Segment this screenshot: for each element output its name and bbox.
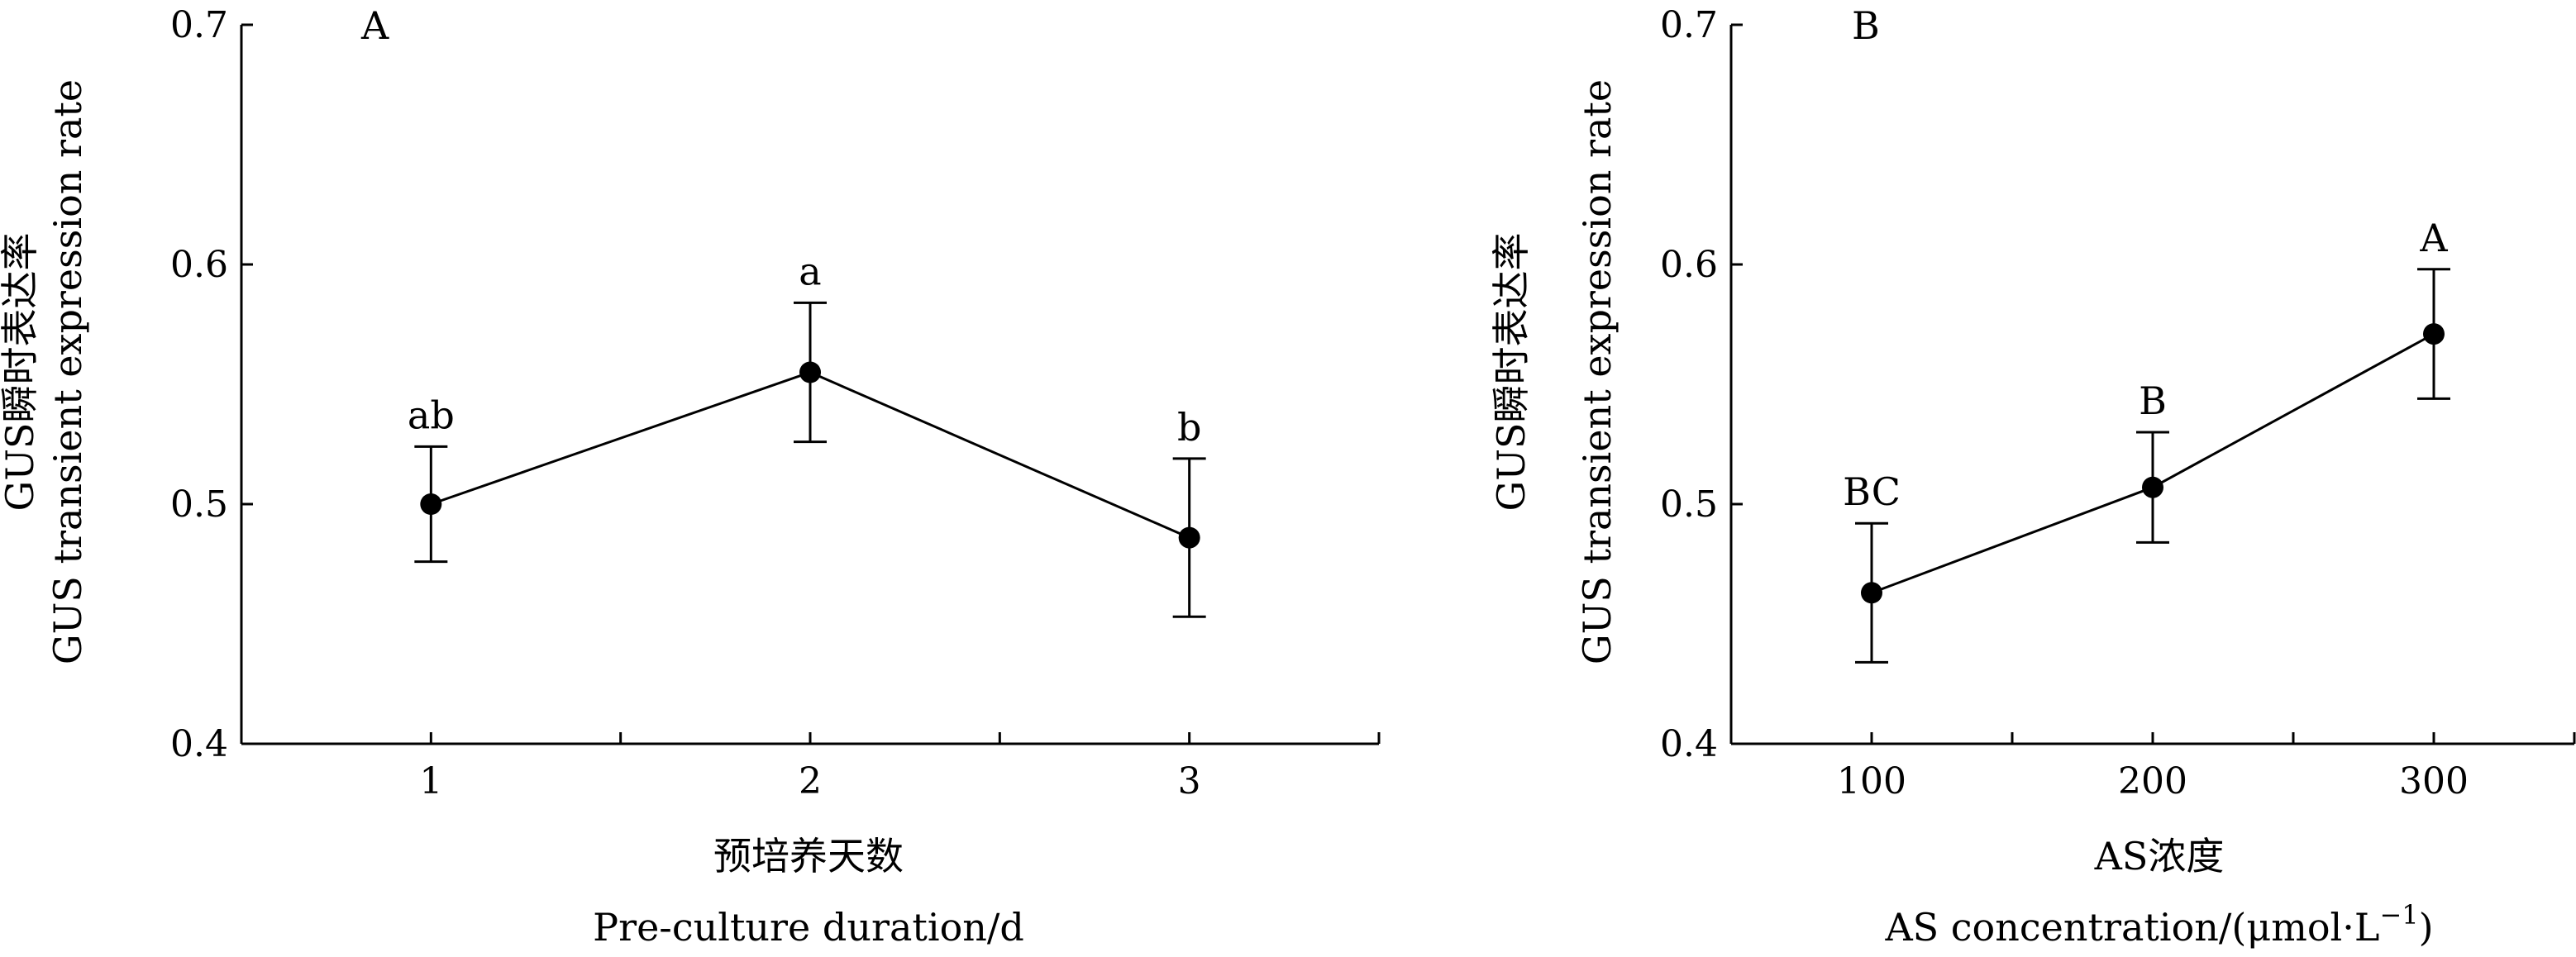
panel-b-xtick-label: 200 bbox=[2118, 760, 2187, 802]
panel-b-ytick-label: 0.6 bbox=[1660, 244, 1718, 286]
panel-a-xlabel-cn: 预培养天数 bbox=[713, 834, 904, 878]
panel-b: B GUS瞬时表达率 GUS transient expression rate… bbox=[1489, 3, 2576, 950]
panel-a-tag: A bbox=[360, 3, 389, 48]
panel-a-xtick-label: 1 bbox=[419, 760, 442, 802]
panel-a-data-point bbox=[799, 361, 821, 383]
panel-a-significance-label: b bbox=[1177, 405, 1201, 450]
panel-b-ytick-label: 0.7 bbox=[1660, 4, 1718, 46]
panel-b-xtick-label: 100 bbox=[1837, 760, 1906, 802]
panel-b-data-point bbox=[2142, 476, 2163, 498]
panel-b-xlabel-en-main: AS concentration/(μmol·L bbox=[1884, 905, 2379, 950]
panel-a-significance-label: a bbox=[799, 249, 821, 293]
panel-b-xlabel-en-sup: −1 bbox=[2379, 899, 2418, 931]
panel-b-ytick-label: 0.4 bbox=[1660, 723, 1718, 765]
panel-a-ylabel-en: GUS transient expression rate bbox=[45, 79, 90, 664]
panel-a-ylabel-cn: GUS瞬时表达率 bbox=[0, 232, 42, 511]
panel-a-ytick-label: 0.6 bbox=[170, 244, 228, 286]
panel-b-tag: B bbox=[1852, 3, 1880, 48]
panel-b-ylabel-cn: GUS瞬时表达率 bbox=[1489, 232, 1534, 511]
panel-a-data-point bbox=[420, 493, 442, 515]
panel-b-xlabel-en: AS concentration/(μmol·L−1) bbox=[1884, 899, 2433, 950]
panel-b-significance-label: B bbox=[2139, 379, 2167, 423]
panel-b-xlabel-en-tail: ) bbox=[2419, 905, 2434, 950]
panel-b-ylabel-en: GUS transient expression rate bbox=[1575, 79, 1620, 664]
panel-b-xtick-label: 300 bbox=[2399, 760, 2469, 802]
panel-b-significance-label: A bbox=[2419, 216, 2448, 260]
panel-a-significance-label: ab bbox=[408, 393, 455, 437]
panel-a-ytick-label: 0.5 bbox=[170, 483, 228, 526]
panel-a-xlabel-en: Pre-culture duration/d bbox=[593, 905, 1024, 950]
panel-b-significance-label: BC bbox=[1843, 469, 1901, 514]
panel-b-xlabel-cn: AS浓度 bbox=[2094, 834, 2225, 878]
panel-a-ytick-label: 0.7 bbox=[170, 4, 228, 46]
panel-a-xtick-label: 2 bbox=[799, 760, 822, 802]
panel-b-ytick-label: 0.5 bbox=[1660, 483, 1718, 526]
panel-b-data-point bbox=[1861, 582, 1882, 604]
panel-a-xtick-label: 3 bbox=[1178, 760, 1201, 802]
panel-a-ytick-label: 0.4 bbox=[170, 723, 228, 765]
panel-a: A GUS瞬时表达率 GUS transient expression rate… bbox=[0, 3, 1381, 950]
panel-a-data-point bbox=[1178, 526, 1200, 549]
panel-b-data-point bbox=[2423, 323, 2445, 345]
